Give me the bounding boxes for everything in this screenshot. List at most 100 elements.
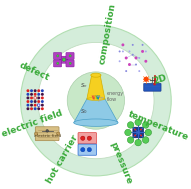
Circle shape	[69, 55, 71, 57]
Circle shape	[30, 104, 33, 107]
Polygon shape	[74, 99, 118, 123]
Circle shape	[129, 50, 130, 52]
Circle shape	[34, 89, 37, 92]
Circle shape	[144, 60, 147, 63]
Circle shape	[26, 96, 29, 99]
Circle shape	[57, 55, 59, 57]
Circle shape	[41, 100, 44, 103]
Text: +: +	[148, 76, 155, 85]
Circle shape	[127, 137, 134, 143]
Circle shape	[134, 134, 136, 136]
Circle shape	[153, 83, 156, 85]
Circle shape	[135, 119, 141, 126]
Circle shape	[87, 136, 91, 140]
Circle shape	[41, 96, 44, 99]
Circle shape	[134, 129, 136, 131]
Polygon shape	[87, 75, 105, 99]
FancyBboxPatch shape	[53, 52, 62, 60]
Circle shape	[67, 72, 125, 129]
Circle shape	[37, 89, 40, 92]
Circle shape	[125, 70, 127, 72]
Circle shape	[134, 57, 138, 60]
Circle shape	[140, 134, 142, 136]
Text: electric field: electric field	[34, 134, 61, 138]
Circle shape	[135, 64, 137, 66]
Circle shape	[125, 129, 131, 136]
Circle shape	[138, 57, 140, 59]
Circle shape	[81, 136, 85, 140]
Text: hot carrier: hot carrier	[45, 133, 80, 185]
Ellipse shape	[87, 98, 105, 100]
Circle shape	[125, 57, 128, 60]
Circle shape	[26, 100, 29, 103]
Text: composition: composition	[98, 3, 117, 65]
Circle shape	[57, 62, 59, 64]
Circle shape	[135, 139, 141, 146]
FancyBboxPatch shape	[60, 56, 68, 63]
Circle shape	[38, 42, 154, 159]
Text: $S_0$: $S_0$	[80, 107, 87, 116]
Text: defect: defect	[18, 61, 51, 83]
Circle shape	[141, 50, 144, 53]
Circle shape	[21, 25, 171, 176]
Circle shape	[87, 148, 91, 152]
Circle shape	[144, 77, 148, 81]
Circle shape	[119, 60, 121, 62]
Circle shape	[34, 97, 36, 99]
Circle shape	[142, 137, 149, 143]
Circle shape	[119, 50, 121, 52]
Circle shape	[34, 100, 37, 103]
Circle shape	[37, 104, 40, 106]
Text: temperature: temperature	[127, 110, 190, 142]
FancyBboxPatch shape	[35, 127, 59, 141]
Circle shape	[30, 89, 33, 92]
Circle shape	[132, 44, 134, 46]
Circle shape	[34, 107, 37, 110]
FancyBboxPatch shape	[78, 144, 96, 155]
Circle shape	[138, 70, 140, 72]
Circle shape	[127, 122, 134, 128]
Circle shape	[140, 129, 142, 131]
Circle shape	[30, 96, 33, 99]
Circle shape	[37, 100, 40, 103]
FancyBboxPatch shape	[53, 60, 62, 67]
FancyBboxPatch shape	[66, 52, 74, 60]
Circle shape	[37, 96, 40, 99]
Circle shape	[142, 44, 144, 46]
Circle shape	[41, 89, 44, 92]
FancyBboxPatch shape	[133, 127, 143, 138]
Circle shape	[46, 129, 49, 132]
Text: 2D: 2D	[152, 73, 168, 86]
Circle shape	[26, 107, 29, 110]
Text: pressure: pressure	[109, 141, 134, 186]
Ellipse shape	[74, 119, 118, 126]
Circle shape	[145, 129, 152, 136]
Circle shape	[145, 50, 147, 52]
Circle shape	[26, 89, 29, 92]
Circle shape	[34, 104, 37, 107]
Circle shape	[35, 132, 38, 135]
Circle shape	[30, 93, 33, 96]
FancyBboxPatch shape	[66, 60, 74, 67]
Text: $S_n$: $S_n$	[80, 81, 87, 90]
Ellipse shape	[91, 73, 101, 77]
Circle shape	[121, 43, 124, 46]
Circle shape	[34, 93, 37, 96]
Circle shape	[132, 54, 134, 56]
FancyBboxPatch shape	[78, 133, 96, 144]
Text: energy
flow: energy flow	[107, 91, 124, 102]
Circle shape	[37, 107, 40, 110]
Circle shape	[26, 93, 29, 96]
Circle shape	[41, 93, 44, 96]
Circle shape	[142, 122, 149, 128]
FancyBboxPatch shape	[144, 83, 161, 91]
Circle shape	[69, 62, 71, 64]
Circle shape	[30, 100, 33, 103]
Circle shape	[57, 132, 60, 135]
Circle shape	[41, 107, 44, 110]
Circle shape	[81, 148, 85, 152]
Circle shape	[41, 104, 44, 107]
Circle shape	[37, 93, 40, 96]
Circle shape	[122, 50, 124, 52]
Circle shape	[30, 107, 33, 110]
